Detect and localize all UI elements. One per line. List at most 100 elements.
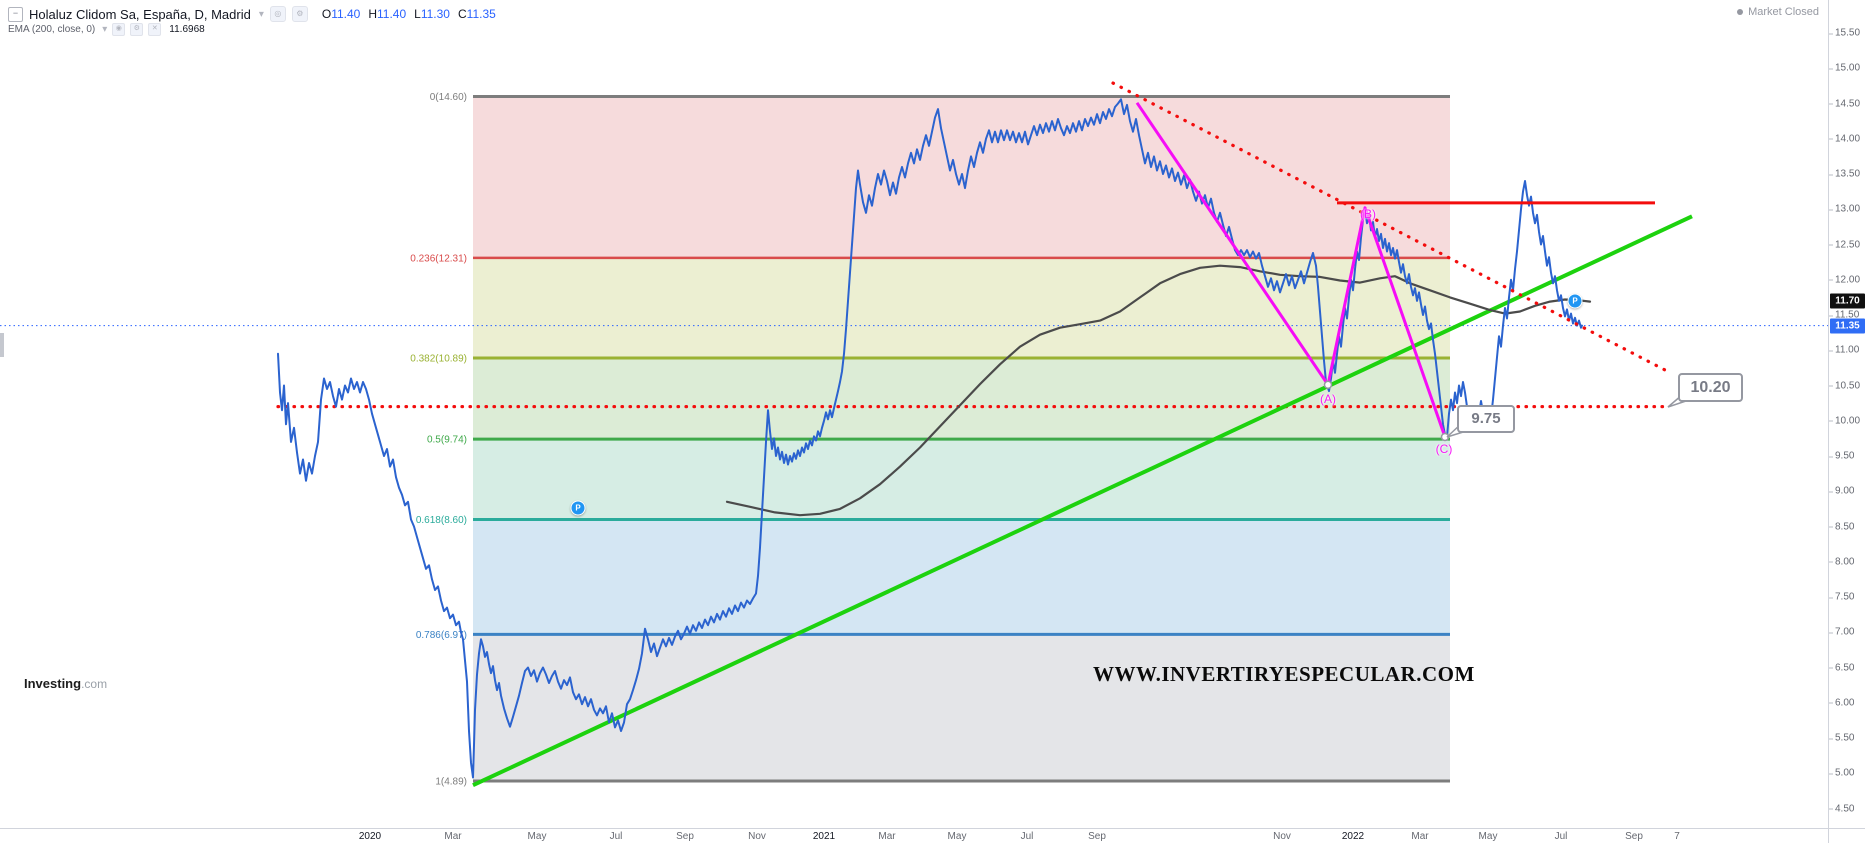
time-axis-label: Mar <box>444 831 462 842</box>
ema200-line[interactable] <box>725 264 1592 517</box>
market-status-dot-icon <box>1737 9 1744 15</box>
time-axis-label: 2020 <box>358 831 382 842</box>
fib-level-label: 0(14.60) <box>430 92 467 103</box>
time-axis-label: May <box>947 831 967 842</box>
price-axis-tick: 12.00 <box>1828 274 1861 286</box>
low-label: L <box>414 7 421 21</box>
price-axis[interactable]: 15.50 15.00 14.50 14.00 13.50 13.00 12.50 12.00… <box>1828 0 1865 828</box>
time-axis-label: Mar <box>878 831 896 842</box>
price-axis-tick: 14.50 <box>1828 98 1861 109</box>
price-axis-tick: 13.50 <box>1828 168 1861 180</box>
fib-level-label: 1(4.89) <box>435 777 467 788</box>
time-axis-label: Nov <box>1273 831 1291 842</box>
price-axis-tick: 14.00 <box>1828 133 1861 145</box>
price-axis-tick: 8.50 <box>1828 521 1855 532</box>
investing-logo-main: Investing <box>24 676 82 691</box>
time-axis-label: Jul <box>1020 831 1034 842</box>
time-axis-label: Jul <box>1554 831 1568 842</box>
elliott-abc-line[interactable] <box>1135 101 1447 438</box>
elliott-wave-label: (C) <box>1435 442 1453 456</box>
price-axis-tick: 6.00 <box>1828 697 1855 709</box>
toolbar-sliver <box>0 333 4 357</box>
idea-pin-icon[interactable]: P <box>1567 293 1583 309</box>
last-price-badge: 11.35 <box>1830 318 1865 334</box>
chevron-down-icon[interactable]: ▾ <box>258 8 264 20</box>
fib-level-label: 0.236(12.31) <box>410 253 467 264</box>
time-axis-label: May <box>527 831 547 842</box>
fib-zone <box>473 358 1450 440</box>
indicator-legend-row: EMA (200, close, 0) ▾ ◉ ⚙ ✕ 11.6968 <box>8 23 205 36</box>
price-axis-tick: 9.00 <box>1828 485 1855 497</box>
indicator-value: 11.6968 <box>169 24 205 35</box>
time-axis-label: Jul <box>609 831 623 842</box>
price-axis-tick: 10.00 <box>1828 415 1861 427</box>
price-axis-tick: 7.50 <box>1828 591 1855 603</box>
time-axis-label: May <box>1478 831 1498 842</box>
price-axis-tick: 5.50 <box>1828 732 1855 744</box>
close-icon[interactable]: ✕ <box>148 23 162 36</box>
time-axis-label: Sep <box>676 831 694 842</box>
elliott-vertex-dot[interactable] <box>1323 380 1333 390</box>
price-axis-tick: 11.50 <box>1828 309 1860 321</box>
open-label: O <box>321 7 332 21</box>
price-chart-canvas[interactable]: 0(14.60) 0.236(12.31) 0.382(10.89) 0.5(9.74… <box>0 0 1828 828</box>
fib-zone <box>473 519 1450 635</box>
fib-zone <box>473 439 1450 520</box>
price-callout[interactable]: 9.75 <box>1457 405 1515 433</box>
price-axis-tick: 8.00 <box>1828 556 1855 568</box>
fib-zone <box>473 634 1450 782</box>
fib-level-label: 0.786(6.97) <box>416 630 467 641</box>
time-axis[interactable]: 2020 Mar May Jul Sep Nov 2021 Mar May Jul Sep Nov 20… <box>0 828 1828 843</box>
open-value: 11.40 <box>331 7 361 21</box>
price-axis-tick: 10.50 <box>1828 380 1861 391</box>
ohlc-readout: O11.40 H11.40 L11.30 C11.35 <box>322 7 496 21</box>
time-axis-label: 7 <box>1674 831 1680 842</box>
symbol-title[interactable]: Holaluz Clidom Sa, España, D, Madrid <box>29 6 251 22</box>
chart-legend-row: − Holaluz Clidom Sa, España, D, Madrid ▾… <box>8 6 496 22</box>
indicator-name[interactable]: EMA (200, close, 0) <box>8 24 96 35</box>
high-label: H <box>368 7 378 21</box>
ema-price-badge: 11.70 <box>1830 293 1865 309</box>
investing-logo-suffix: .com <box>81 677 108 691</box>
price-axis-tick: 7.00 <box>1828 626 1855 638</box>
time-axis-label: Mar <box>1411 831 1429 842</box>
elliott-wave-label: (B) <box>1360 207 1376 221</box>
price-line[interactable] <box>277 98 1583 779</box>
price-axis-tick: 12.50 <box>1828 239 1861 250</box>
fib-level-label: 0.5(9.74) <box>427 435 467 446</box>
low-value: 11.30 <box>420 7 450 21</box>
fib-level-label: 0.382(10.89) <box>410 354 467 365</box>
price-axis-tick: 15.50 <box>1828 27 1861 39</box>
market-status-text: Market Closed <box>1748 6 1819 18</box>
idea-pin-icon[interactable]: P <box>570 500 586 516</box>
price-axis-tick: 5.00 <box>1828 767 1855 779</box>
site-watermark: WWW.INVERTIRYESPECULAR.COM <box>1093 662 1475 686</box>
indicator-chevron-icon[interactable]: ▾ <box>102 24 108 35</box>
price-axis-tick: 9.50 <box>1828 450 1855 462</box>
axis-corner <box>1828 828 1865 843</box>
price-axis-tick: 13.00 <box>1828 203 1861 215</box>
price-axis-tick: 15.00 <box>1828 62 1861 74</box>
gear-icon[interactable]: ⚙ <box>130 23 144 36</box>
investing-logo: Investing.com <box>24 676 107 691</box>
fib-level-label: 0.618(8.60) <box>416 515 467 526</box>
price-axis-tick: 4.50 <box>1828 803 1855 814</box>
time-axis-label: Sep <box>1088 831 1106 842</box>
time-axis-label: Nov <box>748 831 766 842</box>
price-callout[interactable]: 10.20 <box>1678 373 1743 402</box>
time-axis-label: 2022 <box>1341 831 1365 842</box>
time-axis-label: Sep <box>1625 831 1643 842</box>
eye-icon[interactable]: ◉ <box>112 23 126 36</box>
fib-zone <box>473 257 1450 359</box>
close-value: 11.35 <box>466 7 496 21</box>
instant-details-icon[interactable]: ◎ <box>269 6 286 22</box>
market-status: Market Closed <box>1737 6 1819 18</box>
collapse-legend-icon[interactable]: − <box>8 6 23 22</box>
elliott-wave-label: (A) <box>1320 392 1336 406</box>
settings-icon[interactable]: ⚙ <box>291 6 308 22</box>
time-axis-label: 2021 <box>812 831 836 842</box>
green-trendline[interactable] <box>472 214 1693 788</box>
high-value: 11.40 <box>377 7 407 21</box>
price-axis-tick: 11.00 <box>1828 344 1860 356</box>
